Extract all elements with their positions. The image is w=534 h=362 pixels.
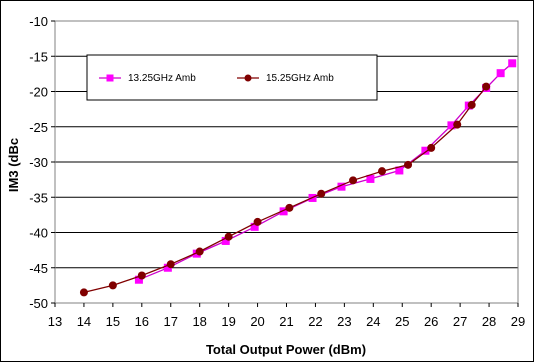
series-2-point-10 (377, 167, 386, 176)
x-tick-label-6: 19 (221, 314, 235, 329)
x-tick-label-13: 26 (424, 314, 438, 329)
y-tick-label-5: -35 (29, 190, 48, 205)
y-tick-label-8: -50 (29, 296, 48, 311)
series-1-point-11 (447, 121, 456, 130)
y-tick-label-0: -10 (29, 14, 48, 29)
y-axis-ticks: -10 -15 -20 -25 -30 -35 -40 -45 -50 (29, 14, 55, 311)
series-1-point-14 (496, 69, 505, 78)
legend-label-series-2: 15.25GHz Amb (266, 73, 334, 84)
series-2-point-4 (195, 247, 204, 256)
y-tick-label-7: -45 (29, 261, 48, 276)
y-tick-label-3: -25 (29, 120, 48, 135)
series-2-point-12 (427, 143, 436, 152)
series-2 (79, 82, 491, 297)
series-1-point-15 (508, 59, 517, 68)
series-2-point-6 (253, 217, 262, 226)
series-2-point-15 (482, 82, 491, 91)
legend-box (86, 54, 378, 101)
x-tick-label-8: 21 (279, 314, 293, 329)
legend-label-series-1: 13.25GHz Amb (128, 73, 196, 84)
x-tick-label-16: 29 (511, 314, 525, 329)
x-tick-label-4: 17 (164, 314, 178, 329)
series-2-point-14 (467, 100, 476, 109)
x-tick-label-7: 20 (250, 314, 264, 329)
x-tick-label-0: 13 (48, 314, 62, 329)
x-tick-label-2: 15 (106, 314, 120, 329)
series-2-point-2 (137, 271, 146, 280)
x-axis-ticks: 13 14 15 16 17 18 19 20 21 22 23 24 25 26 27 28 29 (48, 303, 525, 329)
x-tick-label-3: 16 (135, 314, 149, 329)
series-1-point-1 (163, 263, 172, 272)
x-tick-label-10: 23 (337, 314, 351, 329)
y-axis-title: IM3 (dBc (6, 138, 21, 192)
series-1-point-3 (221, 236, 230, 245)
series-2-line (83, 86, 487, 294)
series-2-point-7 (285, 203, 294, 212)
series-1-point-10 (421, 146, 430, 155)
y-tick-label-6: -40 (29, 226, 48, 241)
x-tick-label-9: 22 (308, 314, 322, 329)
series-2-point-1 (108, 281, 117, 290)
y-tick-label-1: -15 (29, 49, 48, 64)
series-2-point-11 (404, 160, 413, 169)
series-2-point-3 (166, 260, 175, 269)
series-1-point-9 (395, 166, 404, 175)
legend: 13.25GHz Amb 15.25GHz Amb (86, 54, 378, 101)
series-2-point-5 (224, 232, 233, 241)
series-2-point-9 (349, 176, 358, 185)
x-axis-title: Total Output Power (dBm) (206, 342, 366, 357)
x-tick-label-1: 14 (77, 314, 91, 329)
legend-marker-series-2 (244, 74, 252, 82)
y-tick-label-2: -20 (29, 85, 48, 100)
x-tick-label-14: 27 (453, 314, 467, 329)
series-2-point-13 (453, 120, 462, 129)
x-tick-label-12: 25 (395, 314, 409, 329)
series-1-point-8 (366, 174, 375, 183)
series-1-point-7 (337, 182, 346, 191)
series-layer (79, 59, 517, 297)
legend-marker-series-1 (106, 74, 114, 82)
y-tick-label-4: -30 (29, 155, 48, 170)
series-1-point-0 (134, 275, 143, 284)
series-2-point-0 (79, 288, 88, 297)
series-1-point-5 (279, 207, 288, 216)
series-2-point-8 (317, 189, 326, 198)
x-tick-label-11: 24 (366, 314, 380, 329)
series-1-point-4 (250, 222, 259, 231)
x-tick-label-15: 28 (482, 314, 496, 329)
x-tick-label-5: 18 (192, 314, 206, 329)
